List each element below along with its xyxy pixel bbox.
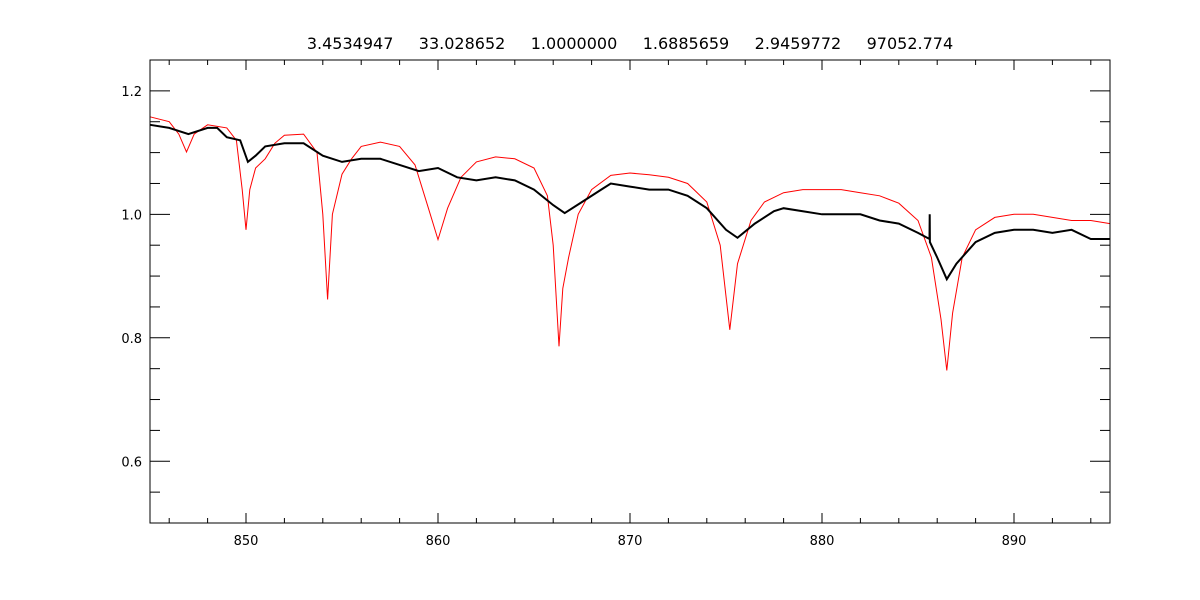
y-tick-label: 1.0	[121, 208, 142, 223]
x-tick-label: 890	[1002, 534, 1027, 549]
series-black-line	[149, 123, 1110, 282]
x-tick-label: 880	[810, 534, 835, 549]
x-tick-label: 860	[426, 534, 451, 549]
x-tick-label: 850	[234, 534, 259, 549]
y-tick-label: 0.8	[121, 332, 142, 347]
x-tick-label: 870	[618, 534, 643, 549]
series-red-line	[149, 116, 1111, 371]
chart-title: 3.4534947 33.028652 1.0000000 1.6885659 …	[306, 34, 954, 53]
plot-frame	[149, 59, 1111, 524]
y-tick-label: 1.2	[121, 85, 142, 100]
y-tick-label: 0.6	[121, 455, 142, 470]
